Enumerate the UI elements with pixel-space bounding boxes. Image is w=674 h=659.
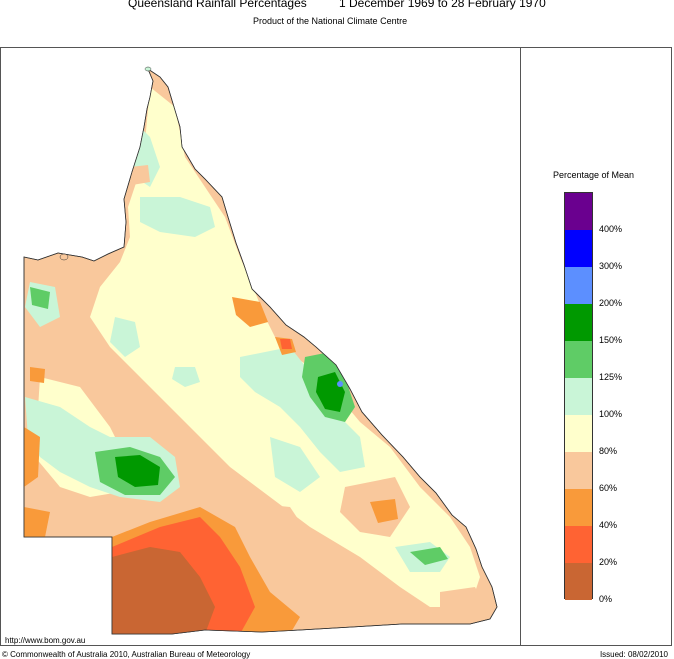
legend-swatch <box>565 415 592 452</box>
legend-swatch <box>565 378 592 415</box>
legend-title: Percentage of Mean <box>553 170 635 180</box>
map-title: Queensland Rainfall Percentages 1 Decemb… <box>0 0 674 16</box>
subtitle: Product of the National Climate Centre <box>253 16 408 26</box>
legend-label: 100% <box>599 409 623 419</box>
footer-url: http://www.bom.gov.au <box>5 636 86 645</box>
legend-label: 150% <box>599 335 623 345</box>
queensland-rainfall-map <box>23 66 498 635</box>
footer-copyright: © Commonwealth of Australia 2010, Austra… <box>2 650 251 659</box>
legend-swatch <box>565 304 592 341</box>
title-text: Queensland Rainfall Percentages <box>128 0 307 10</box>
legend-swatch <box>565 563 592 600</box>
legend-label: 400% <box>599 224 623 234</box>
legend-swatch <box>565 452 592 489</box>
legend-swatch <box>565 230 592 267</box>
legend-divider <box>520 47 521 646</box>
legend-swatch <box>565 193 592 230</box>
legend-color-bar <box>564 192 593 600</box>
legend-label: 60% <box>599 483 618 493</box>
legend-label: 300% <box>599 261 623 271</box>
legend-label: 125% <box>599 372 623 382</box>
rainfall-regions <box>23 66 498 635</box>
footer-issued: Issued: 08/02/2010 <box>599 650 668 659</box>
legend-label: 200% <box>599 298 623 308</box>
legend-label: 40% <box>599 520 618 530</box>
legend-label: 0% <box>599 594 613 604</box>
legend-swatch <box>565 489 592 526</box>
legend-label: 20% <box>599 557 618 567</box>
period-text: 1 December 1969 to 28 February 1970 <box>339 0 546 10</box>
map-frame <box>0 47 672 646</box>
legend-swatch <box>565 526 592 563</box>
legend-label: 80% <box>599 446 618 456</box>
legend-swatch <box>565 267 592 304</box>
legend-swatch <box>565 341 592 378</box>
